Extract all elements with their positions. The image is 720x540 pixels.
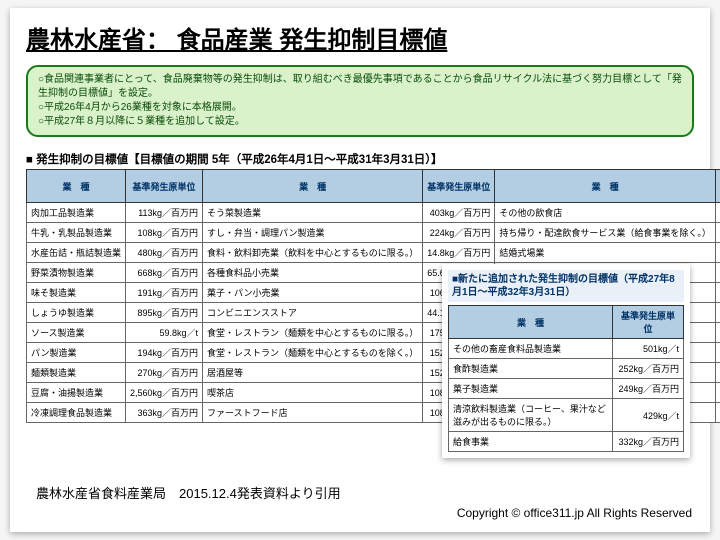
- table-cell: 14.8kg／百万円: [423, 243, 495, 263]
- table-cell: ファーストフード店: [203, 403, 423, 423]
- table-cell: 252kg／百万円: [613, 359, 684, 379]
- table-cell: 給食事業: [449, 432, 613, 452]
- col-header: 業 種: [27, 170, 126, 203]
- col-header: 基準発生原単位: [613, 306, 684, 339]
- table-cell: そう菜製造業: [203, 203, 423, 223]
- footer-copyright: Copyright © office311.jp All Rights Rese…: [457, 506, 692, 520]
- table-cell: その他の畜産食料品製造業: [449, 339, 613, 359]
- table-cell: 108kg／百万円: [126, 223, 203, 243]
- col-header: 業 種: [449, 306, 613, 339]
- col-header: 業 種: [203, 170, 423, 203]
- intro-line-1: ○食品関連事業者にとって、食品廃棄物等の発生抑制は、取り組むべき最優先事項である…: [38, 73, 682, 101]
- intro-line-3: ○平成27年８月以降に５業種を追加して設定。: [38, 115, 682, 129]
- table-cell: 429kg／t: [613, 399, 684, 432]
- table-cell: 191kg／百万円: [126, 283, 203, 303]
- inset-table: 業 種 基準発生原単位 その他の畜産食料品製造業501kg／t食酢製造業252k…: [448, 305, 684, 452]
- table-cell: 403kg／百万円: [423, 203, 495, 223]
- table-cell: 牛乳・乳製品製造業: [27, 223, 126, 243]
- table-cell: 肉加工品製造業: [27, 203, 126, 223]
- table-cell: パン製造業: [27, 343, 126, 363]
- col-header: 基準発生原単位: [715, 170, 720, 203]
- table-header-row: 業 種 基準発生原単位: [449, 306, 684, 339]
- col-header: 業 種: [495, 170, 716, 203]
- table-cell: [715, 283, 720, 303]
- table-cell: [715, 403, 720, 423]
- table-cell: 224kg／百万円: [423, 223, 495, 243]
- table-cell: 食料・飲料卸売業（飲料を中心とするものに限る。）: [203, 243, 423, 263]
- table-cell: 清涼飲料製造業（コーヒー、果汁など滋みが出るものに限る。）: [449, 399, 613, 432]
- table-cell: 麺類製造業: [27, 363, 126, 383]
- table-cell: 食堂・レストラン（麺類を中心とするものを除く。）: [203, 343, 423, 363]
- table-cell: 0.777kg／人: [715, 263, 720, 283]
- table-row: 菓子製造業249kg／百万円: [449, 379, 684, 399]
- page-title: 農林水産省： 食品産業 発生抑制目標値: [26, 20, 694, 55]
- table-cell: コンビニエンスストア: [203, 303, 423, 323]
- table-cell: 895kg／百万円: [126, 303, 203, 323]
- table-cell: 363kg／百万円: [126, 403, 203, 423]
- table-cell: 184kg／百万円: [715, 223, 720, 243]
- table-cell: 501kg／t: [613, 339, 684, 359]
- table-cell: その他の飲食店: [495, 203, 716, 223]
- table-header-row: 業 種 基準発生原単位 業 種 基準発生原単位 業 種 基準発生原単位: [27, 170, 720, 203]
- table-row: 給食事業332kg／百万円: [449, 432, 684, 452]
- table-cell: 冷凍調理食品製造業: [27, 403, 126, 423]
- table-cell: すし・弁当・調理パン製造業: [203, 223, 423, 243]
- table-cell: 113kg／百万円: [126, 203, 203, 223]
- table-cell: 2,560kg／百万円: [126, 383, 203, 403]
- table-cell: 居酒屋等: [203, 363, 423, 383]
- inset-panel: ■新たに追加された発生抑制の目標値（平成27年8月1日～平成32年3月31日） …: [442, 264, 690, 458]
- table-cell: 結婚式場業: [495, 243, 716, 263]
- table-cell: 喫茶店: [203, 383, 423, 403]
- table-cell: [715, 383, 720, 403]
- table-cell: 59.8kg／t: [126, 323, 203, 343]
- table-cell: [715, 363, 720, 383]
- table-cell: 菓子製造業: [449, 379, 613, 399]
- table-cell: 各種食料品小売業: [203, 263, 423, 283]
- table-cell: しょうゆ製造業: [27, 303, 126, 323]
- intro-box: ○食品関連事業者にとって、食品廃棄物等の発生抑制は、取り組むべき最優先事項である…: [26, 65, 694, 137]
- table-row: 清涼飲料製造業（コーヒー、果汁など滋みが出るものに限る。）429kg／t: [449, 399, 684, 432]
- table-row: その他の畜産食料品製造業501kg／t: [449, 339, 684, 359]
- table-cell: 108kg／百万円: [715, 203, 720, 223]
- table-row: 肉加工品製造業113kg／百万円そう菜製造業403kg／百万円その他の飲食店10…: [27, 203, 720, 223]
- table-cell: 0.826kg／人: [715, 243, 720, 263]
- section-header: ■ 発生抑制の目標値【目標値の期間 5年（平成26年4月1日～平成31年3月31…: [26, 151, 694, 167]
- footer-source: 農林水産省食料産業局 2015.12.4発表資料より引用: [36, 483, 341, 502]
- table-row: 牛乳・乳製品製造業108kg／百万円すし・弁当・調理パン製造業224kg／百万円…: [27, 223, 720, 243]
- table-cell: 270kg／百万円: [126, 363, 203, 383]
- table-cell: 菓子・パン小売業: [203, 283, 423, 303]
- table-cell: [715, 303, 720, 323]
- table-cell: 249kg／百万円: [613, 379, 684, 399]
- table-cell: 332kg／百万円: [613, 432, 684, 452]
- table-cell: 668kg／百万円: [126, 263, 203, 283]
- col-header: 基準発生原単位: [423, 170, 495, 203]
- col-header: 基準発生原単位: [126, 170, 203, 203]
- table-cell: [715, 323, 720, 343]
- table-cell: 野菜漬物製造業: [27, 263, 126, 283]
- table-row: 食酢製造業252kg／百万円: [449, 359, 684, 379]
- table-cell: 食酢製造業: [449, 359, 613, 379]
- table-cell: 豆腐・油揚製造業: [27, 383, 126, 403]
- table-cell: 水産缶詰・瓶詰製造業: [27, 243, 126, 263]
- inset-header: ■新たに追加された発生抑制の目標値（平成27年8月1日～平成32年3月31日）: [448, 270, 684, 302]
- table-cell: [715, 343, 720, 363]
- intro-line-2: ○平成26年4月から26業種を対象に本格展開。: [38, 101, 682, 115]
- table-cell: 食堂・レストラン（麺類を中心とするものに限る。）: [203, 323, 423, 343]
- table-cell: 480kg／百万円: [126, 243, 203, 263]
- slide: 農林水産省： 食品産業 発生抑制目標値 ○食品関連事業者にとって、食品廃棄物等の…: [10, 8, 710, 532]
- table-cell: 味そ製造業: [27, 283, 126, 303]
- table-cell: 194kg／百万円: [126, 343, 203, 363]
- table-row: 水産缶詰・瓶詰製造業480kg／百万円食料・飲料卸売業（飲料を中心とするものに限…: [27, 243, 720, 263]
- table-cell: ソース製造業: [27, 323, 126, 343]
- table-cell: 持ち帰り・配達飲食サービス業（給食事業を除く。）: [495, 223, 716, 243]
